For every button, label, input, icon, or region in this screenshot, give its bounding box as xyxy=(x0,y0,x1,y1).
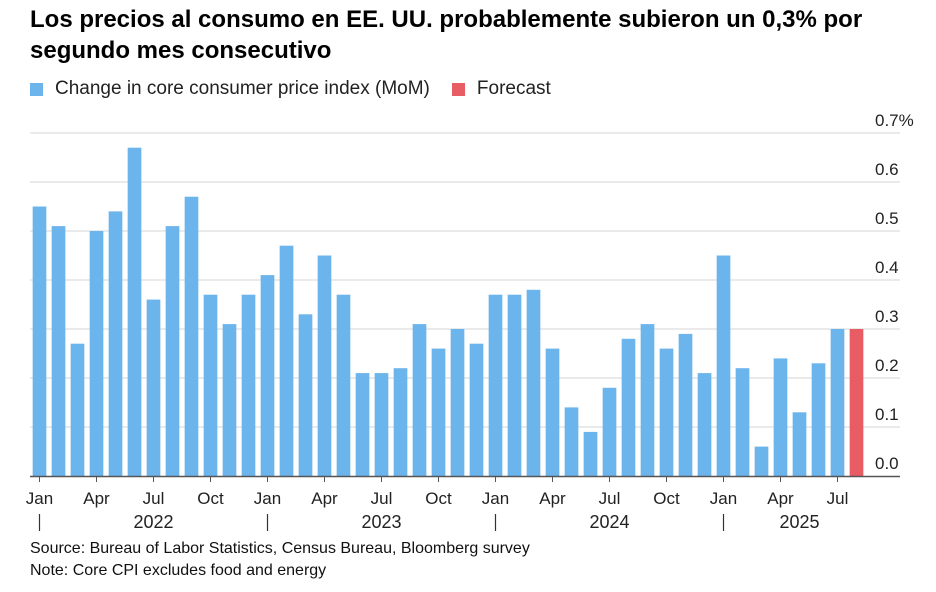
bar-actual xyxy=(412,324,427,476)
y-tick-label: 0.1 xyxy=(875,405,899,424)
bar-actual xyxy=(203,294,218,476)
bar-actual xyxy=(754,446,769,476)
bar-actual xyxy=(355,373,370,476)
x-tick-label: Apr xyxy=(311,489,338,508)
bar-actual xyxy=(678,333,693,476)
x-tick-label: Jan xyxy=(482,489,509,508)
bar-actual xyxy=(108,211,123,476)
chart-title: Los precios al consumo en EE. UU. probab… xyxy=(30,6,863,64)
bar-actual xyxy=(32,206,47,476)
x-tick-label: Apr xyxy=(539,489,566,508)
x-tick-label: Jul xyxy=(371,489,393,508)
year-label: 2025 xyxy=(779,512,819,532)
bar-actual xyxy=(146,299,161,476)
bar-actual xyxy=(564,407,579,476)
footnote: Note: Core CPI excludes food and energy xyxy=(30,562,327,579)
bar-actual xyxy=(716,255,731,476)
year-label: 2022 xyxy=(133,512,173,532)
year-label: 2024 xyxy=(589,512,629,532)
legend-swatch-forecast xyxy=(451,82,465,96)
bar-actual xyxy=(241,294,256,476)
bar-actual xyxy=(51,226,66,476)
bar-actual xyxy=(127,147,142,476)
bar-actual xyxy=(450,329,465,476)
legend-item-actual: Change in core consumer price index (MoM… xyxy=(30,78,430,100)
y-tick-label: 0.5 xyxy=(875,209,899,228)
x-tick-label: Jul xyxy=(143,489,165,508)
legend-swatch-actual xyxy=(30,82,43,96)
bar-actual xyxy=(488,294,503,476)
bar-actual xyxy=(830,329,845,476)
y-tick-label: 0.0 xyxy=(875,454,899,473)
x-tick-label: Oct xyxy=(425,489,452,508)
x-tick-label: Jan xyxy=(26,489,53,508)
bar-actual xyxy=(165,226,180,476)
bar-actual xyxy=(545,348,560,476)
bar-actual xyxy=(279,245,294,476)
bar-actual xyxy=(507,294,522,476)
x-tick-label: Apr xyxy=(767,489,794,508)
bar-actual xyxy=(260,275,275,476)
bar-forecast xyxy=(849,329,864,476)
legend-label-forecast: Forecast xyxy=(476,78,551,99)
x-tick-label: Jan xyxy=(254,489,281,508)
bar-actual xyxy=(526,289,541,476)
bar-actual xyxy=(184,196,199,476)
x-tick-label: Jul xyxy=(599,489,621,508)
bar-actual xyxy=(70,343,85,476)
bar-actual xyxy=(222,324,237,476)
bar-actual xyxy=(469,343,484,476)
legend-item-forecast: Forecast xyxy=(451,78,551,100)
x-tick-label: Apr xyxy=(83,489,110,508)
bar-actual xyxy=(602,387,617,476)
bar-actual xyxy=(735,368,750,476)
x-tick-label: Oct xyxy=(653,489,680,508)
chart-legend: Change in core consumer price index (MoM… xyxy=(30,77,573,101)
y-tick-label: 0.2 xyxy=(875,356,899,375)
bar-actual xyxy=(621,338,636,476)
x-tick-label: Oct xyxy=(197,489,224,508)
bar-actual xyxy=(393,368,408,476)
bar-actual xyxy=(317,255,332,476)
bar-actual xyxy=(89,231,104,476)
bar-actual xyxy=(431,348,446,476)
bar-actual xyxy=(640,324,655,476)
y-tick-label: 0.3 xyxy=(875,307,899,326)
bar-actual xyxy=(336,294,351,476)
y-tick-label: 0.7% xyxy=(875,111,914,130)
x-tick-label: Jan xyxy=(710,489,737,508)
year-label: 2023 xyxy=(361,512,401,532)
bar-actual xyxy=(298,314,313,476)
bar-actual xyxy=(583,431,598,476)
bar-actual xyxy=(697,373,712,476)
x-tick-label: Jul xyxy=(827,489,849,508)
bar-actual xyxy=(659,348,674,476)
y-tick-label: 0.6 xyxy=(875,160,899,179)
bar-actual xyxy=(792,412,807,476)
source-note: Source: Bureau of Labor Statistics, Cens… xyxy=(30,540,530,557)
bar-actual xyxy=(811,363,826,476)
bar-actual xyxy=(773,358,788,476)
legend-label-actual: Change in core consumer price index (MoM… xyxy=(55,78,430,99)
y-tick-label: 0.4 xyxy=(875,258,899,277)
bar-actual xyxy=(374,373,389,476)
